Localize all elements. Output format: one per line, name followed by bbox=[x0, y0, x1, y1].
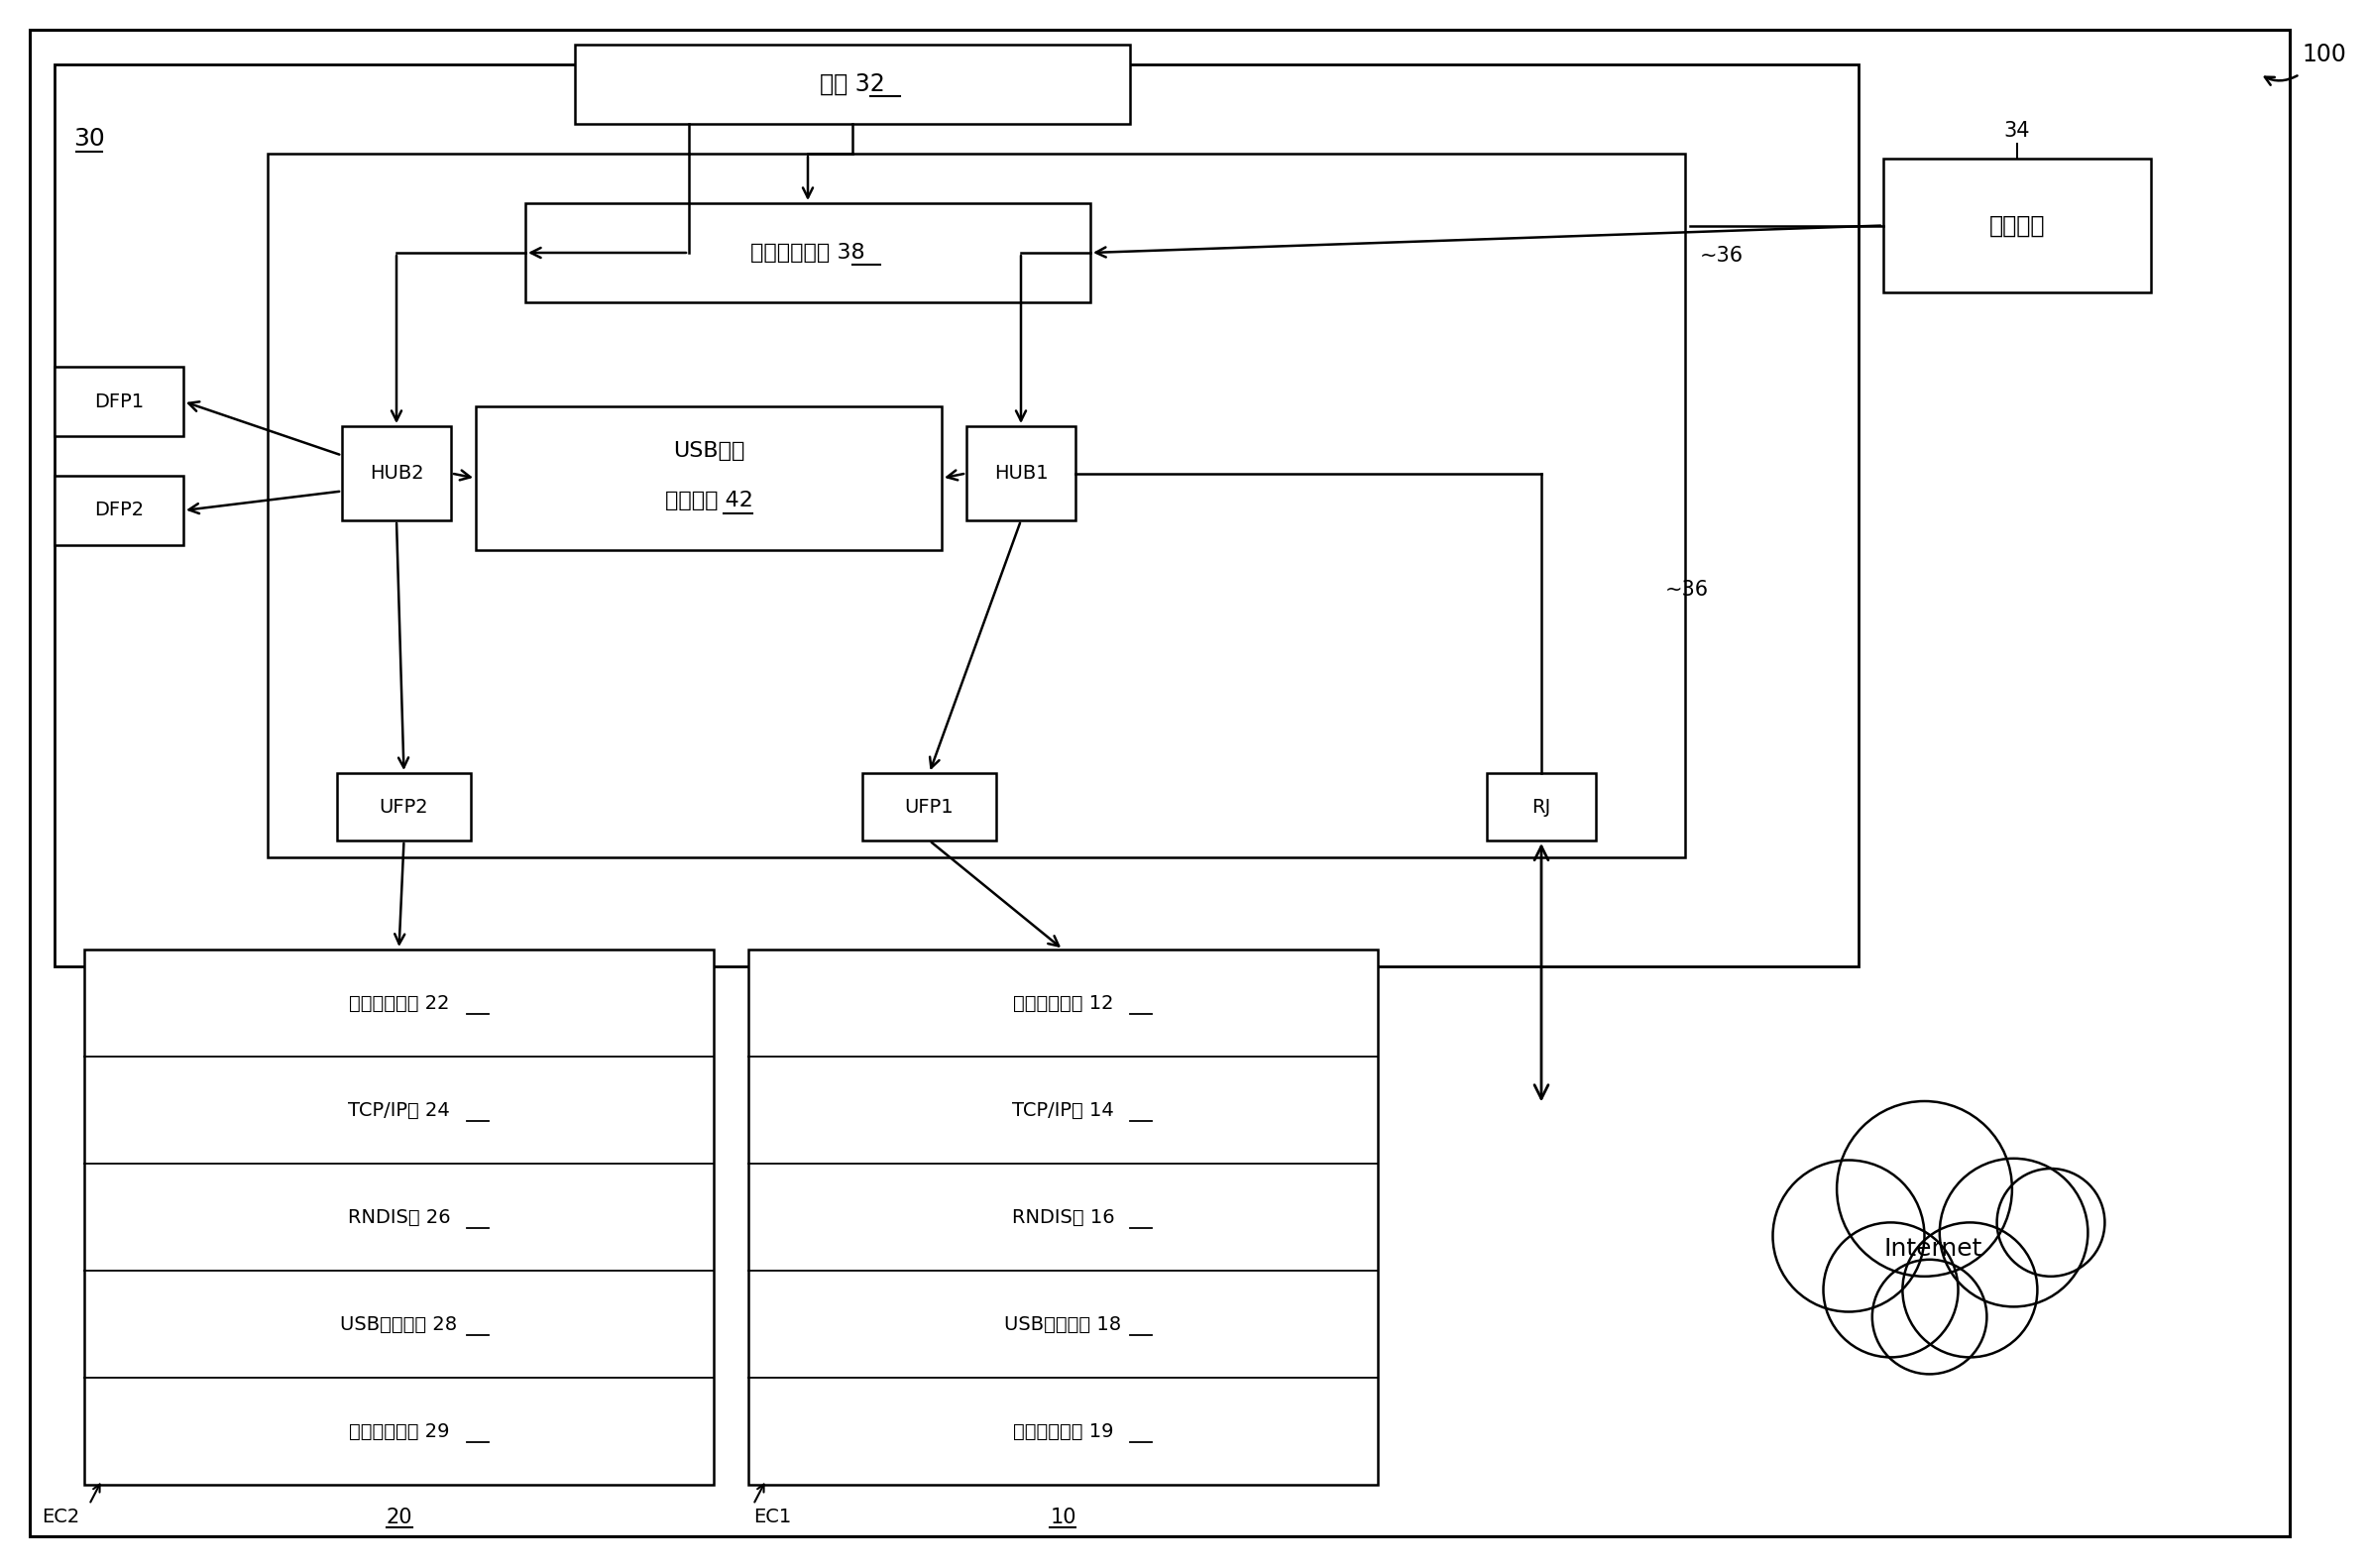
Text: 网络桥接程序 19: 网络桥接程序 19 bbox=[1012, 1422, 1114, 1441]
Text: 多电脑切换器 38: 多电脑切换器 38 bbox=[751, 243, 865, 263]
Bar bbox=[85, 950, 713, 1485]
Text: RNDIS层 26: RNDIS层 26 bbox=[348, 1207, 450, 1226]
Text: USB驱动程序 18: USB驱动程序 18 bbox=[1005, 1314, 1121, 1334]
Circle shape bbox=[1773, 1160, 1924, 1312]
Text: RNDIS层 16: RNDIS层 16 bbox=[1012, 1207, 1114, 1226]
Text: 20: 20 bbox=[386, 1507, 412, 1527]
Bar bbox=[576, 44, 1130, 124]
Circle shape bbox=[1903, 1223, 2038, 1358]
Bar bbox=[341, 426, 450, 521]
Bar bbox=[1486, 773, 1595, 840]
Bar bbox=[1884, 158, 2152, 292]
Circle shape bbox=[1998, 1168, 2105, 1276]
Bar bbox=[526, 204, 1090, 303]
Bar bbox=[268, 154, 1685, 858]
Circle shape bbox=[1939, 1159, 2088, 1306]
Text: 10: 10 bbox=[1050, 1507, 1076, 1527]
Text: RJ: RJ bbox=[1531, 798, 1550, 817]
Text: EC1: EC1 bbox=[754, 1508, 792, 1527]
Text: HUB2: HUB2 bbox=[370, 464, 424, 483]
Text: 显示管理程序 12: 显示管理程序 12 bbox=[1012, 994, 1114, 1013]
Bar bbox=[337, 773, 472, 840]
Bar bbox=[967, 426, 1076, 521]
Text: 屏幕 32: 屏幕 32 bbox=[820, 72, 884, 96]
Text: DFP2: DFP2 bbox=[95, 502, 145, 521]
Text: TCP/IP层 14: TCP/IP层 14 bbox=[1012, 1101, 1114, 1120]
Bar bbox=[749, 950, 1377, 1485]
Text: ~36: ~36 bbox=[1666, 580, 1709, 599]
Bar bbox=[476, 406, 941, 550]
Bar bbox=[55, 367, 182, 436]
Text: EC2: EC2 bbox=[40, 1508, 78, 1527]
Text: 显示管理程序 22: 显示管理程序 22 bbox=[348, 994, 450, 1013]
Bar bbox=[55, 64, 1858, 966]
Bar bbox=[863, 773, 995, 840]
Text: 网络桥接程序 29: 网络桥接程序 29 bbox=[348, 1422, 450, 1441]
Text: UFP1: UFP1 bbox=[905, 798, 953, 817]
Text: USB数据: USB数据 bbox=[673, 441, 744, 461]
Circle shape bbox=[1823, 1223, 1958, 1358]
Text: 控制单元: 控制单元 bbox=[1988, 213, 2045, 237]
Text: Internet: Internet bbox=[1884, 1237, 1981, 1261]
Circle shape bbox=[1872, 1259, 1986, 1374]
Text: DFP1: DFP1 bbox=[95, 392, 145, 411]
Text: ~36: ~36 bbox=[1699, 245, 1744, 265]
Text: 34: 34 bbox=[2005, 121, 2031, 141]
Text: 传输芯片 42: 传输芯片 42 bbox=[664, 491, 754, 511]
Bar bbox=[55, 475, 182, 546]
Text: HUB1: HUB1 bbox=[993, 464, 1048, 483]
Text: USB驱动程序 28: USB驱动程序 28 bbox=[341, 1314, 457, 1334]
Text: TCP/IP层 24: TCP/IP层 24 bbox=[348, 1101, 450, 1120]
Text: 30: 30 bbox=[73, 127, 104, 151]
Text: UFP2: UFP2 bbox=[379, 798, 429, 817]
Text: 100: 100 bbox=[2301, 42, 2346, 66]
Circle shape bbox=[1837, 1101, 2012, 1276]
